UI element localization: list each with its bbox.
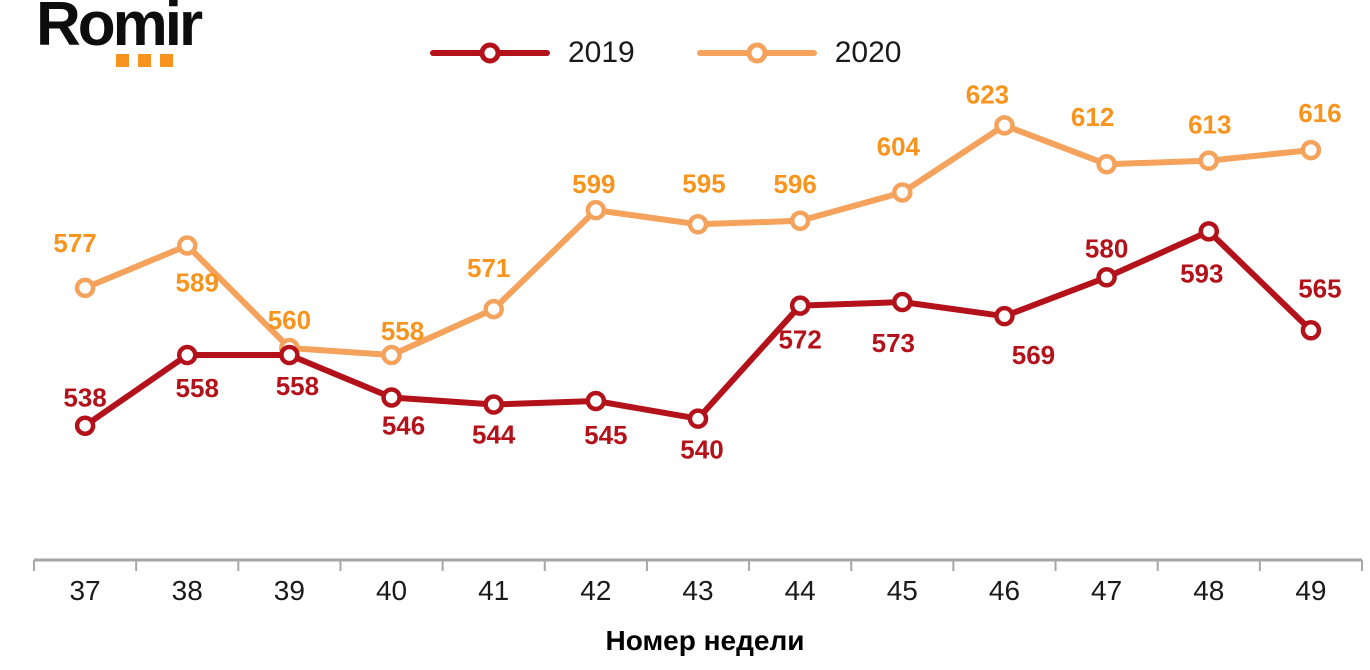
marker-2020-w40	[381, 344, 402, 366]
marker-2020-w46	[994, 115, 1015, 136]
marker-2020-w47	[1096, 153, 1117, 175]
marker-2019-w42	[585, 390, 607, 412]
x-tick-label: 47	[1091, 575, 1122, 606]
data-label-2020-w37: 577	[53, 228, 96, 258]
open-circle-marker-icon	[479, 42, 501, 64]
data-label-2019-w39: 558	[276, 371, 319, 401]
legend-label-2020: 2020	[834, 36, 902, 69]
x-tick-label: 38	[172, 575, 203, 606]
logo-dot-icon	[160, 54, 173, 67]
x-tick-label: 49	[1295, 575, 1326, 606]
data-label-2020-w46: 623	[966, 79, 1009, 109]
data-label-2019-w44: 572	[778, 325, 821, 355]
legend-line-2020	[696, 42, 817, 64]
x-tick-label: 41	[478, 575, 509, 606]
data-label-2020-w42: 599	[572, 169, 615, 199]
data-label-2020-w41: 571	[467, 253, 510, 283]
marker-2019-w39	[279, 344, 300, 366]
x-tick-label: 40	[376, 575, 407, 606]
x-tick-label: 37	[69, 575, 100, 606]
x-tick-label: 39	[274, 575, 305, 606]
data-label-2019-w45: 573	[872, 328, 915, 358]
data-label-2020-w38: 589	[176, 267, 219, 297]
x-tick-label: 43	[682, 575, 713, 606]
data-label-2019-w46: 569	[1012, 340, 1055, 370]
data-label-2019-w41: 544	[472, 420, 516, 450]
x-tick-label: 45	[887, 575, 918, 606]
marker-2019-w43	[687, 408, 709, 429]
legend-item-2019: 2019	[430, 36, 635, 70]
data-label-2020-w45: 604	[877, 131, 921, 161]
marker-2020-w44	[789, 210, 811, 232]
data-label-2020-w40: 558	[381, 316, 424, 346]
marker-2019-w49	[1300, 320, 1322, 341]
marker-2019-w46	[994, 305, 1015, 327]
data-label-2020-w47: 612	[1071, 102, 1114, 132]
logo-dot-icon	[138, 54, 151, 67]
x-tick-label: 48	[1193, 575, 1224, 606]
data-label-2019-w40: 546	[382, 410, 425, 440]
data-label-2019-w43: 540	[680, 435, 723, 465]
data-label-2019-w42: 545	[584, 420, 627, 450]
data-label-2019-w47: 580	[1085, 233, 1128, 263]
chart-legend: 2019 2020	[430, 36, 902, 70]
romir-logo-dots	[116, 54, 173, 67]
x-axis-title: Номер недели	[606, 625, 805, 656]
legend-line-2019	[430, 42, 550, 64]
marker-2020-w45	[892, 182, 913, 203]
marker-2020-w42	[585, 199, 607, 221]
marker-2020-w43	[687, 214, 709, 235]
data-label-2019-w49: 565	[1298, 273, 1341, 303]
x-tick-label: 42	[580, 575, 611, 606]
x-tick-label: 44	[785, 575, 816, 606]
marker-2019-w48	[1198, 221, 1220, 242]
data-label-2020-w43: 595	[682, 168, 725, 198]
data-label-2020-w48: 613	[1188, 110, 1231, 140]
marker-2019-w47	[1096, 267, 1117, 288]
marker-2019-w41	[483, 394, 504, 415]
marker-2019-w40	[381, 387, 402, 408]
legend-label-2019: 2019	[568, 36, 635, 69]
romir-logo: Romir	[36, 0, 203, 67]
data-label-2019-w37: 538	[63, 383, 106, 413]
marker-2020-w38	[176, 235, 198, 256]
marker-2020-w49	[1300, 139, 1322, 161]
marker-2020-w48	[1198, 150, 1220, 171]
marker-2019-w45	[892, 291, 913, 313]
marker-2019-w38	[176, 344, 198, 366]
data-label-2019-w48: 593	[1180, 258, 1223, 288]
marker-2020-w41	[483, 298, 504, 320]
data-label-2019-w38: 558	[176, 373, 219, 403]
marker-2019-w44	[789, 295, 811, 316]
romir-logo-text: Romir	[36, 0, 203, 59]
x-tick-label: 46	[989, 575, 1020, 606]
legend-item-2020: 2020	[696, 36, 902, 70]
logo-dot-icon	[116, 54, 129, 67]
data-label-2020-w44: 596	[773, 169, 816, 199]
data-label-2020-w49: 616	[1298, 98, 1341, 128]
open-circle-marker-icon	[746, 42, 768, 64]
marker-2020-w37	[74, 277, 96, 299]
marker-2019-w37	[74, 415, 96, 436]
data-label-2020-w39: 560	[268, 305, 311, 335]
